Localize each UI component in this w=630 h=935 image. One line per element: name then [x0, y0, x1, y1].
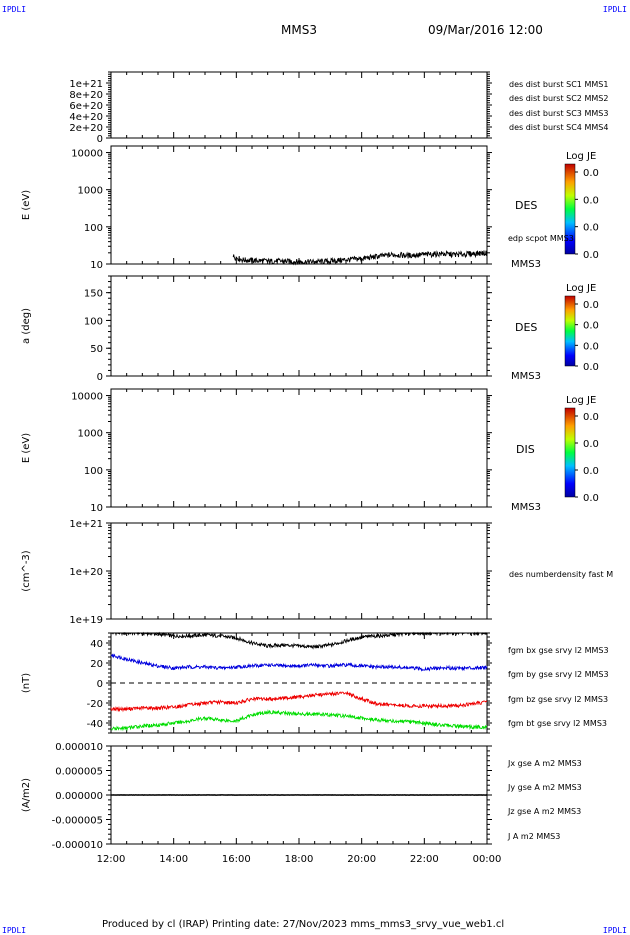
p4-colorbar-tick-label: 0.0	[583, 412, 599, 423]
p2-ytick-label: 10	[90, 260, 103, 271]
p2-colorbar-tick-label: 0.0	[583, 168, 599, 179]
p4-colorbar-tick-label: 0.0	[583, 439, 599, 450]
p6-series-fgm-bz-gse-srvy-l2-mms3	[111, 654, 487, 671]
p4-sc-label: MMS3	[511, 502, 541, 513]
p2-colorbar-title: Log JE	[566, 151, 596, 162]
p3-ytick-label: 150	[84, 289, 103, 300]
p1-ytick-label: 4e+20	[69, 112, 103, 123]
p5-ytick-label: 1e+19	[69, 615, 103, 626]
p6-ytick-label: -40	[87, 719, 103, 730]
p3-colorbar-tick-label: 0.0	[583, 341, 599, 352]
p3-colorbar-title: Log JE	[566, 283, 596, 294]
x-tick-label: 16:00	[222, 854, 251, 865]
p3-colorbar	[565, 296, 575, 366]
legend-p1-sc4: des dist burst SC4 MMS4	[509, 123, 608, 132]
p7-ytick-label: -0.000010	[52, 840, 103, 851]
legend-p7-j: J A m2 MMS3	[508, 832, 560, 841]
p3-ytick-label: 100	[84, 316, 103, 327]
p4-instrument-label: DIS	[516, 443, 535, 456]
p2-colorbar-tick-label: 0.0	[583, 195, 599, 206]
p2-series-edp-scpot-mms3	[233, 250, 487, 264]
legend-p7-jy: Jy gse A m2 MMS3	[508, 783, 582, 792]
p3-ylabel: a (deg)	[21, 308, 32, 344]
legend-p7-jx: Jx gse A m2 MMS3	[508, 759, 582, 768]
p4-frame	[111, 389, 487, 507]
p1-ytick-label: 2e+20	[69, 123, 103, 134]
p3-frame	[111, 276, 487, 376]
legend-p1-sc1: des dist burst SC1 MMS1	[509, 80, 608, 89]
p4-ytick-label: 10	[90, 503, 103, 514]
footer-text: Produced by cl (IRAP) Printing date: 27/…	[102, 919, 504, 930]
p4-colorbar-title: Log JE	[566, 395, 596, 406]
p3-colorbar-tick-label: 0.0	[583, 321, 599, 332]
p2-colorbar-tick-label: 0.0	[583, 223, 599, 234]
p2-colorbar-tick-label: 0.0	[583, 250, 599, 261]
legend-p6-bt: fgm bt gse srvy l2 MMS3	[508, 719, 607, 728]
p2-instrument-label: DES	[515, 199, 537, 212]
p6-ylabel: (nT)	[21, 673, 32, 693]
legend-p6-bx: fgm bx gse srvy l2 MMS3	[508, 646, 609, 655]
legend-p1-sc2: des dist burst SC2 MMS2	[509, 94, 608, 103]
p2-ytick-label: 100	[84, 223, 103, 234]
p1-frame	[111, 72, 487, 138]
p6-series-fgm-bx-gse-srvy-l2-mms3	[111, 692, 487, 711]
p7-ytick-label: 0.000000	[55, 791, 103, 802]
p4-colorbar	[565, 408, 575, 497]
p1-ytick-label: 0	[97, 134, 103, 145]
legend-p6-bz: fgm bz gse srvy l2 MMS3	[508, 695, 608, 704]
p2-ytick-label: 10000	[71, 149, 103, 160]
legend-p7-jz: Jz gse A m2 MMS3	[508, 807, 581, 816]
p4-ytick-label: 10000	[71, 392, 103, 403]
p3-sc-label: MMS3	[511, 371, 541, 382]
p2-frame	[111, 146, 487, 264]
p3-instrument-label: DES	[515, 321, 537, 334]
legend-p5-density: des numberdensity fast M	[509, 570, 613, 579]
p1-ytick-label: 6e+20	[69, 101, 103, 112]
p4-ytick-label: 1000	[78, 429, 103, 440]
p5-ytick-label: 1e+20	[69, 567, 103, 578]
p4-ylabel: E (eV)	[21, 433, 32, 463]
p3-ytick-label: 0	[97, 372, 103, 383]
p3-colorbar-tick-label: 0.0	[583, 300, 599, 311]
p1-ytick-label: 8e+20	[69, 90, 103, 101]
p2-ylabel: E (eV)	[21, 190, 32, 220]
p3-colorbar-tick-label: 0.0	[583, 362, 599, 373]
p7-ytick-label: 0.000005	[55, 767, 103, 778]
p5-frame	[111, 523, 487, 619]
p2-sc-label: MMS3	[511, 259, 541, 270]
p5-ytick-label: 1e+21	[69, 519, 103, 530]
p4-colorbar-tick-label: 0.0	[583, 466, 599, 477]
x-tick-label: 00:00	[473, 854, 502, 865]
p7-ytick-label: 0.000010	[55, 742, 103, 753]
legend-p6-by: fgm by gse srvy l2 MMS3	[508, 670, 609, 679]
p4-ytick-label: 100	[84, 466, 103, 477]
p6-ytick-label: 40	[90, 639, 103, 650]
x-tick-label: 12:00	[97, 854, 126, 865]
p1-ytick-label: 1e+21	[69, 79, 103, 90]
p7-ylabel: (A/m2)	[21, 778, 32, 812]
p3-ytick-label: 50	[90, 344, 103, 355]
p6-ytick-label: 20	[90, 659, 103, 670]
p6-ytick-label: -20	[87, 699, 103, 710]
p4-colorbar-tick-label: 0.0	[583, 493, 599, 504]
p2-ytick-label: 1000	[78, 186, 103, 197]
x-tick-label: 20:00	[347, 854, 376, 865]
legend-p1-sc3: des dist burst SC3 MMS3	[509, 109, 608, 118]
p2-overlay-label: edp scpot MMS3	[508, 234, 574, 243]
x-tick-label: 22:00	[410, 854, 439, 865]
p6-ytick-label: 0	[97, 679, 103, 690]
x-tick-label: 18:00	[285, 854, 314, 865]
p5-ylabel: (cm^-3)	[21, 550, 32, 591]
x-tick-label: 14:00	[159, 854, 188, 865]
p7-ytick-label: -0.000005	[52, 816, 103, 827]
